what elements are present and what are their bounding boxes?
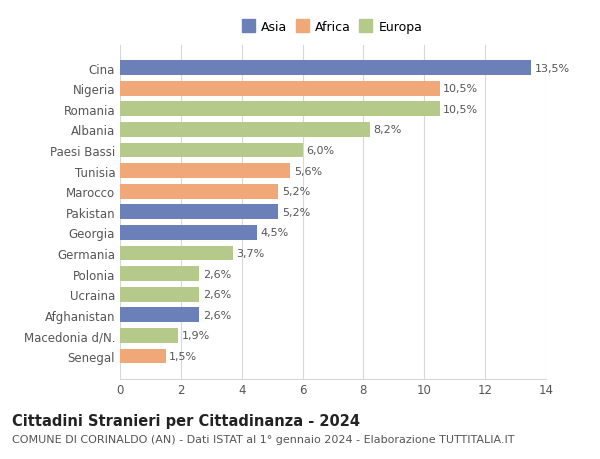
Bar <box>120 164 290 179</box>
Bar <box>120 102 439 117</box>
Text: 2,6%: 2,6% <box>203 269 231 279</box>
Text: 10,5%: 10,5% <box>443 105 478 114</box>
Bar <box>120 328 178 343</box>
Text: 5,2%: 5,2% <box>282 207 310 217</box>
Text: 13,5%: 13,5% <box>535 63 569 73</box>
Bar <box>120 185 278 199</box>
Text: 2,6%: 2,6% <box>203 290 231 299</box>
Text: 10,5%: 10,5% <box>443 84 478 94</box>
Text: 5,6%: 5,6% <box>294 166 322 176</box>
Text: 4,5%: 4,5% <box>260 228 289 238</box>
Bar <box>120 267 199 281</box>
Text: 8,2%: 8,2% <box>373 125 401 135</box>
Bar <box>120 123 370 138</box>
Bar <box>120 205 278 220</box>
Legend: Asia, Africa, Europa: Asia, Africa, Europa <box>241 19 425 37</box>
Text: 1,9%: 1,9% <box>181 330 210 341</box>
Text: Cittadini Stranieri per Cittadinanza - 2024: Cittadini Stranieri per Cittadinanza - 2… <box>12 413 360 428</box>
Text: 1,5%: 1,5% <box>169 351 197 361</box>
Text: 6,0%: 6,0% <box>306 146 334 156</box>
Bar <box>120 246 233 261</box>
Bar <box>120 225 257 240</box>
Bar <box>120 143 302 158</box>
Text: COMUNE DI CORINALDO (AN) - Dati ISTAT al 1° gennaio 2024 - Elaborazione TUTTITAL: COMUNE DI CORINALDO (AN) - Dati ISTAT al… <box>12 434 515 444</box>
Bar <box>120 61 531 76</box>
Bar <box>120 308 199 322</box>
Bar <box>120 82 439 96</box>
Text: 2,6%: 2,6% <box>203 310 231 320</box>
Text: 5,2%: 5,2% <box>282 187 310 197</box>
Text: 3,7%: 3,7% <box>236 248 265 258</box>
Bar <box>120 349 166 364</box>
Bar <box>120 287 199 302</box>
